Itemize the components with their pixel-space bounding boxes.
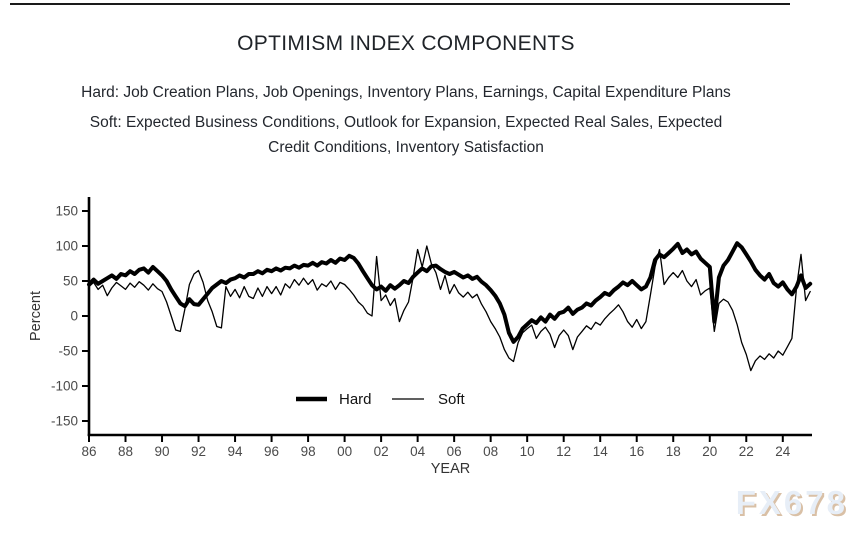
y-tick-label: 50 — [63, 274, 78, 289]
y-tick-label: 150 — [55, 204, 78, 219]
watermark-fx678: FX678 — [735, 484, 848, 521]
legend-hard-label: Hard — [339, 391, 372, 408]
y-tick-label: -150 — [51, 414, 78, 429]
x-tick-label: 98 — [301, 444, 316, 459]
x-tick-label: 20 — [702, 444, 717, 459]
x-tick-label: 14 — [593, 444, 609, 459]
y-tick-label: -50 — [58, 344, 78, 359]
x-tick-label: 18 — [666, 444, 681, 459]
x-tick-label: 02 — [374, 444, 389, 459]
x-tick-label: 08 — [483, 444, 498, 459]
x-tick-label: 16 — [629, 444, 644, 459]
x-tick-label: 04 — [410, 444, 426, 459]
soft-components-note: Soft: Expected Business Conditions, Outl… — [89, 114, 723, 156]
chart-title: OPTIMISM INDEX COMPONENTS — [237, 32, 575, 55]
series-line-hard — [87, 241, 813, 344]
x-tick-label: 12 — [556, 444, 571, 459]
y-tick-label: 100 — [55, 239, 78, 254]
x-tick-label: 06 — [447, 444, 462, 459]
x-tick-label: 94 — [228, 444, 244, 459]
series-line-soft — [88, 245, 811, 372]
x-tick-label: 00 — [337, 444, 352, 459]
x-tick-label: 86 — [81, 444, 96, 459]
hard-components-note: Hard: Job Creation Plans, Job Openings, … — [81, 84, 731, 101]
x-tick-label: 96 — [264, 444, 279, 459]
x-tick-label: 88 — [118, 444, 133, 459]
legend-soft-label: Soft — [438, 391, 466, 408]
y-axis-title: Percent — [28, 291, 44, 341]
top-border-line — [10, 3, 790, 5]
x-axis-title: YEAR — [431, 461, 471, 477]
x-tick-label: 10 — [520, 444, 535, 459]
y-tick-label: -100 — [51, 379, 78, 394]
x-tick-label: 24 — [775, 444, 791, 459]
y-tick-label: 0 — [70, 309, 78, 324]
x-tick-label: 90 — [155, 444, 170, 459]
x-tick-label: 92 — [191, 444, 206, 459]
x-tick-label: 22 — [739, 444, 754, 459]
